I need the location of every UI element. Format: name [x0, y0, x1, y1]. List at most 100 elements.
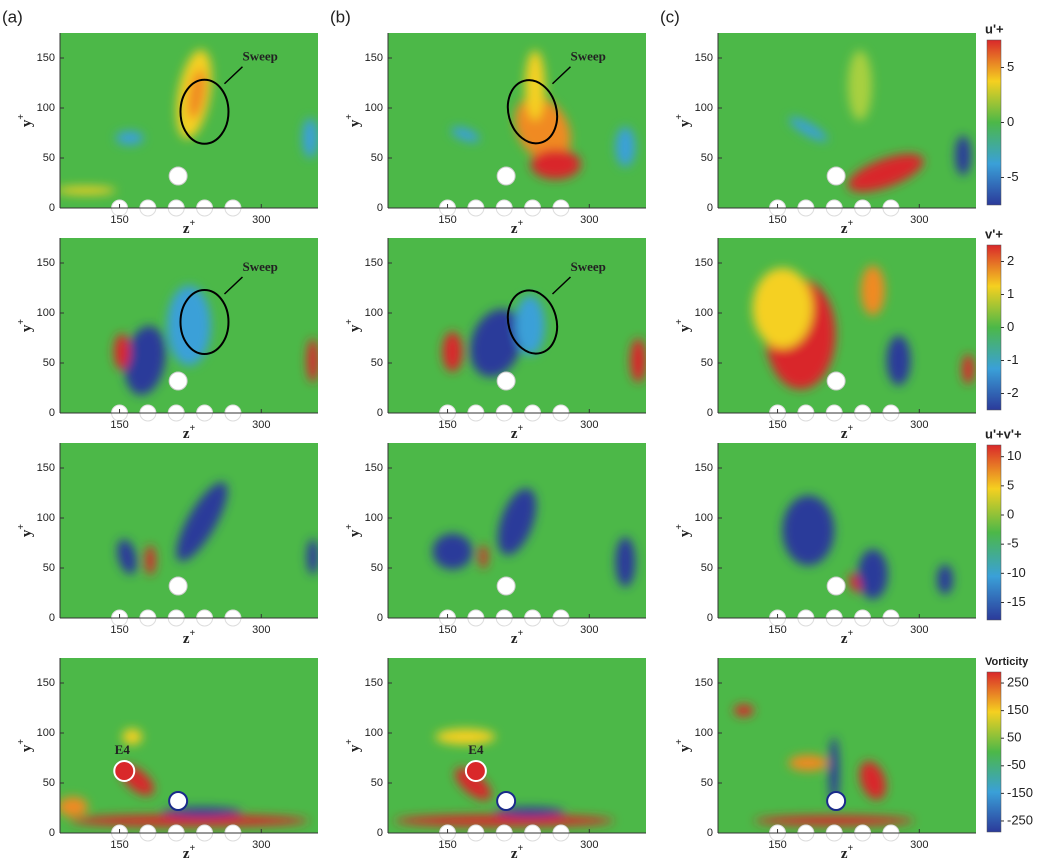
x-tick-label: 150	[768, 839, 786, 851]
cylinder	[827, 372, 845, 390]
y-tick-label: 50	[371, 777, 383, 789]
contour-blob	[955, 136, 971, 176]
x-label-sup: +	[189, 423, 195, 434]
x-tick-label: 150	[438, 839, 456, 851]
x-axis-label: z+	[841, 423, 854, 442]
y-label-sup: +	[16, 319, 27, 325]
y-tick-label: 0	[49, 612, 55, 624]
y-tick-label: 50	[701, 152, 713, 164]
y-tick-label: 100	[37, 102, 55, 114]
y-tick-label: 50	[701, 777, 713, 789]
y-tick-label: 0	[707, 612, 713, 624]
x-tick-label: 300	[252, 624, 270, 636]
y-axis-label: y+	[674, 114, 693, 128]
event-label: E4	[115, 742, 131, 757]
cylinder	[169, 792, 187, 810]
x-axis-label: z+	[511, 218, 524, 237]
y-label-sup: +	[344, 114, 355, 120]
x-tick-label: 300	[252, 839, 270, 851]
y-tick-label: 0	[707, 202, 713, 214]
x-tick-label: 300	[580, 214, 598, 226]
x-tick-label: 150	[438, 214, 456, 226]
x-tick-label: 150	[768, 214, 786, 226]
x-axis-label: z+	[841, 218, 854, 237]
x-tick-label: 300	[910, 624, 928, 636]
contour-blob	[479, 545, 487, 569]
y-tick-label: 50	[371, 357, 383, 369]
event-label: E4	[468, 742, 484, 757]
panel-label: (b)	[330, 7, 351, 26]
colorbar-tick-label: -10	[1007, 565, 1026, 580]
colorbar-tick-label: -15	[1007, 594, 1026, 609]
cylinder	[169, 167, 187, 185]
contour-blob	[443, 332, 463, 372]
colorbar-tick-label: 0	[1007, 114, 1014, 129]
contour-blob	[145, 545, 155, 575]
sweep-label: Sweep	[570, 49, 605, 64]
y-tick-label: 100	[695, 307, 713, 319]
sweep-label: Sweep	[570, 259, 605, 274]
y-tick-label: 150	[695, 52, 713, 64]
y-tick-label: 50	[43, 777, 55, 789]
contour-blob	[937, 565, 953, 595]
y-tick-label: 150	[365, 462, 383, 474]
x-axis-label: z+	[183, 628, 196, 647]
contour-blob	[630, 339, 646, 383]
x-tick-label: 150	[768, 419, 786, 431]
y-axis-label: y+	[674, 524, 693, 538]
contour-blob	[56, 187, 116, 195]
y-axis-label: y+	[674, 319, 693, 333]
x-axis-label: z+	[841, 843, 854, 860]
x-label-sup: +	[847, 423, 853, 434]
y-axis-label: y+	[16, 114, 35, 128]
contour-blob	[433, 534, 473, 570]
event-marker	[114, 761, 134, 781]
y-tick-label: 50	[701, 562, 713, 574]
colorbar-tick-label: -250	[1007, 812, 1033, 827]
y-tick-label: 150	[365, 257, 383, 269]
x-axis-label: z+	[183, 843, 196, 860]
colorbar-tick-label: -5	[1007, 169, 1019, 184]
colorbar-tick-label: -50	[1007, 757, 1026, 772]
y-label-sup: +	[344, 524, 355, 530]
plot-bg	[60, 658, 318, 833]
y-axis-label: y+	[674, 739, 693, 753]
y-tick-label: 0	[377, 407, 383, 419]
y-label-sup: +	[674, 524, 685, 530]
x-tick-label: 150	[438, 624, 456, 636]
contour-blob	[962, 354, 974, 384]
cylinder	[169, 577, 187, 595]
sweep-label: Sweep	[242, 49, 277, 64]
contour-blob	[615, 537, 635, 587]
x-label-sup: +	[517, 843, 523, 854]
y-tick-label: 0	[49, 202, 55, 214]
contour-blob	[114, 334, 130, 370]
y-tick-label: 100	[365, 512, 383, 524]
y-tick-label: 50	[43, 152, 55, 164]
cylinder	[497, 372, 515, 390]
y-tick-label: 100	[695, 512, 713, 524]
x-label-sup: +	[517, 423, 523, 434]
plot-bg	[718, 443, 976, 618]
x-label-sup: +	[189, 843, 195, 854]
x-tick-label: 300	[252, 419, 270, 431]
y-label-sup: +	[674, 114, 685, 120]
cylinder	[827, 167, 845, 185]
y-tick-label: 0	[49, 407, 55, 419]
figure: (a)(b)(c)050100150150300z+y+Sweep0501001…	[0, 0, 1039, 860]
plot-bg	[718, 658, 976, 833]
colorbar	[987, 445, 1001, 620]
x-tick-label: 150	[768, 624, 786, 636]
x-tick-label: 300	[580, 419, 598, 431]
sweep-label: Sweep	[242, 259, 277, 274]
contour-blob	[58, 797, 88, 817]
y-label-sup: +	[16, 524, 27, 530]
colorbar-tick-label: 250	[1007, 674, 1029, 689]
contour-blob	[307, 539, 319, 575]
colorbar-tick-label: -2	[1007, 385, 1019, 400]
panel-label: (a)	[2, 7, 23, 26]
colorbar-tick-label: -1	[1007, 352, 1019, 367]
colorbar-tick-label: 0	[1007, 319, 1014, 334]
colorbar-tick-label: 2	[1007, 253, 1014, 268]
x-axis-label: z+	[511, 843, 524, 860]
